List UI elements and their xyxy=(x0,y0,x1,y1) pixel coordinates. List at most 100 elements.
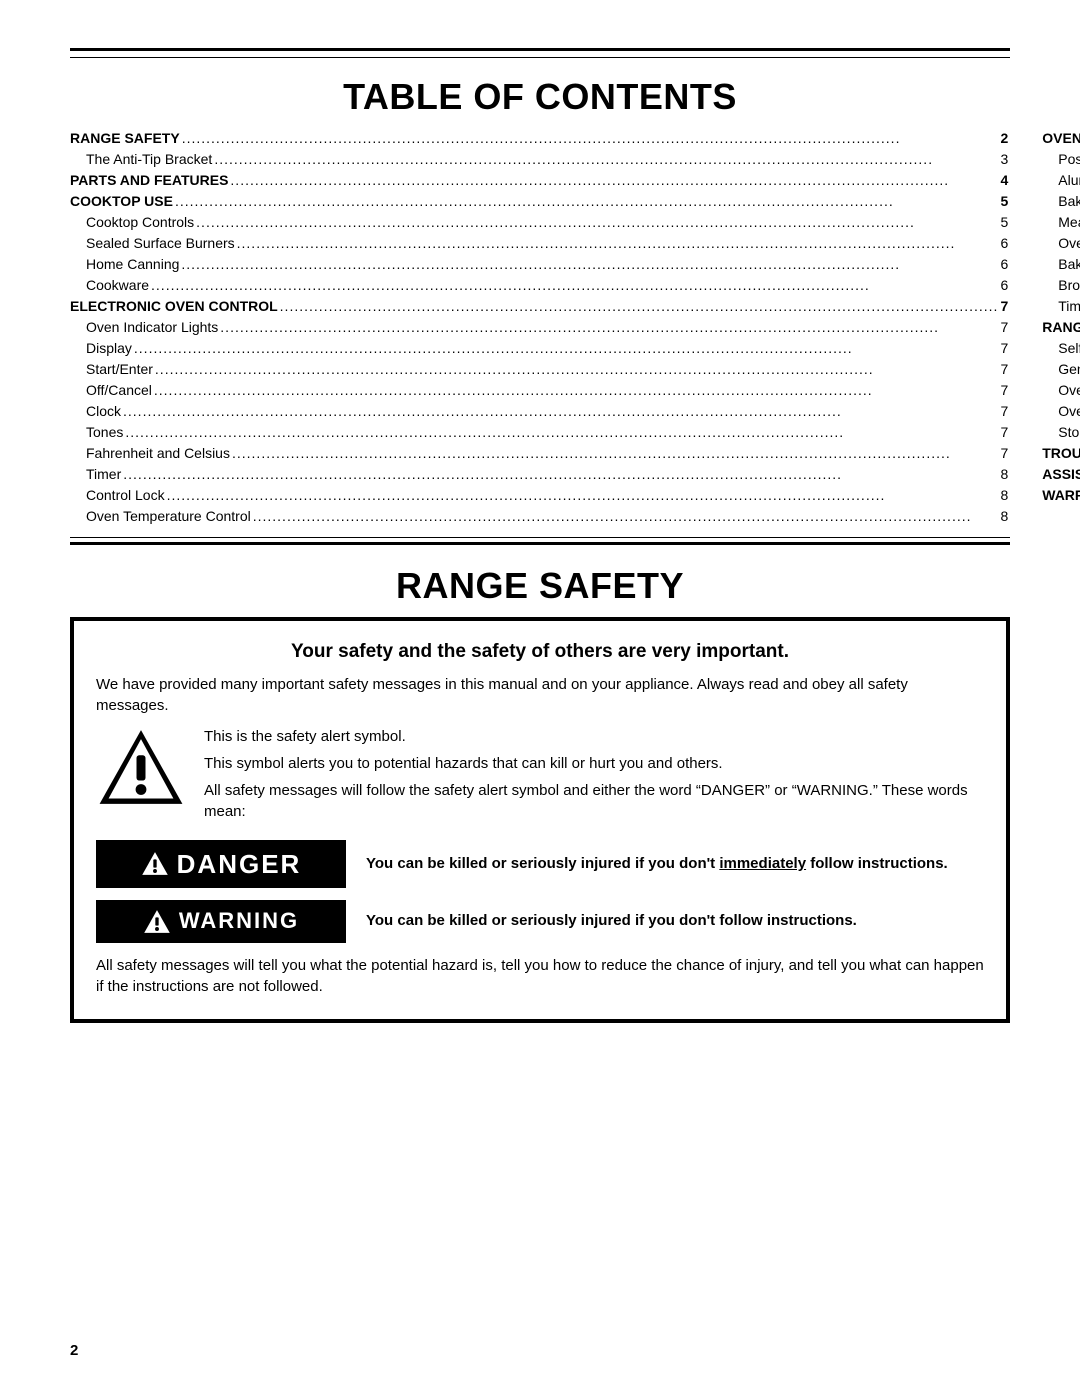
toc-entry: Positioning Racks and Bakeware8 xyxy=(1042,149,1080,170)
toc-page: 6 xyxy=(1000,275,1008,296)
toc-page: 7 xyxy=(1000,422,1008,443)
toc-leader-dots xyxy=(232,443,998,464)
toc-label: RANGE SAFETY xyxy=(70,128,180,149)
toc-label: Start/Enter xyxy=(86,359,153,380)
toc-label: Home Canning xyxy=(86,254,179,275)
alert-line-3: All safety messages will follow the safe… xyxy=(204,780,984,822)
toc-label: Display xyxy=(86,338,132,359)
toc-entry: Cooktop Controls 5 xyxy=(70,212,1008,233)
toc-entry: ELECTRONIC OVEN CONTROL7 xyxy=(70,296,1008,317)
toc-leader-dots xyxy=(167,485,999,506)
top-thick-rule xyxy=(70,48,1010,51)
toc-leader-dots xyxy=(220,317,998,338)
toc-entry: Oven Door13 xyxy=(1042,401,1080,422)
safety-intro: We have provided many important safety m… xyxy=(96,674,984,716)
toc-leader-dots xyxy=(196,212,998,233)
mid-thick-rule xyxy=(70,542,1010,545)
toc-label: Timed Cooking xyxy=(1058,296,1080,317)
danger-description: You can be killed or seriously injured i… xyxy=(366,854,984,874)
toc-label: General Cleaning xyxy=(1058,359,1080,380)
mid-thin-rule xyxy=(70,537,1010,538)
toc-columns: RANGE SAFETY2The Anti-Tip Bracket3PARTS … xyxy=(70,128,1010,527)
toc-label: Baking and Roasting xyxy=(1058,254,1080,275)
toc-label: Fahrenheit and Celsius xyxy=(86,443,230,464)
danger-label: DANGER xyxy=(177,846,302,882)
toc-entry: Timer8 xyxy=(70,464,1008,485)
toc-page: 7 xyxy=(1000,359,1008,380)
toc-page: 5 xyxy=(1000,191,1008,212)
warning-label: WARNING xyxy=(179,906,299,937)
warning-row: WARNING You can be killed or seriously i… xyxy=(96,900,984,943)
toc-entry: Storage Drawer14 xyxy=(1042,422,1080,443)
warning-badge: WARNING xyxy=(96,900,346,943)
toc-leader-dots xyxy=(181,254,998,275)
toc-label: Oven Indicator Lights xyxy=(86,317,218,338)
toc-label: Off/Cancel xyxy=(86,380,152,401)
toc-leader-dots xyxy=(151,275,998,296)
toc-leader-dots xyxy=(214,149,998,170)
toc-entry: Fahrenheit and Celsius7 xyxy=(70,443,1008,464)
toc-label: Storage Drawer xyxy=(1058,422,1080,443)
toc-entry: Oven Light13 xyxy=(1042,380,1080,401)
toc-page: 5 xyxy=(1000,212,1008,233)
toc-leader-dots xyxy=(237,233,999,254)
toc-label: Control Lock xyxy=(86,485,165,506)
toc-page: 7 xyxy=(1000,338,1008,359)
toc-page: 7 xyxy=(1000,296,1008,317)
toc-leader-dots xyxy=(280,296,999,317)
toc-entry: ASSISTANCE OR SERVICE15 xyxy=(1042,464,1080,485)
toc-label: WARRANTY xyxy=(1042,485,1080,506)
toc-page: 2 xyxy=(1000,128,1008,149)
toc-heading: TABLE OF CONTENTS xyxy=(70,76,1010,118)
toc-label: Broiling xyxy=(1058,275,1080,296)
alert-line-2: This symbol alerts you to potential haza… xyxy=(204,753,984,774)
toc-entry: Aluminum Foil9 xyxy=(1042,170,1080,191)
toc-page: 4 xyxy=(1000,170,1008,191)
danger-badge: DANGER xyxy=(96,840,346,888)
toc-label: ASSISTANCE OR SERVICE xyxy=(1042,464,1080,485)
toc-entry: Bakeware9 xyxy=(1042,191,1080,212)
toc-entry: Cookware 6 xyxy=(70,275,1008,296)
toc-label: RANGE CARE xyxy=(1042,317,1080,338)
alert-icon-large xyxy=(96,726,186,808)
toc-label: Clock xyxy=(86,401,121,422)
top-thin-rule xyxy=(70,57,1010,58)
toc-leader-dots xyxy=(123,401,998,422)
toc-entry: RANGE SAFETY 2 xyxy=(70,128,1008,149)
toc-entry: Self-Cleaning Cycle (on some models)11 xyxy=(1042,338,1080,359)
toc-entry: Broiling10 xyxy=(1042,275,1080,296)
toc-label: Meat Thermometer xyxy=(1058,212,1080,233)
toc-leader-dots xyxy=(253,506,999,527)
safety-lead: Your safety and the safety of others are… xyxy=(96,639,984,666)
toc-label: Bakeware xyxy=(1058,191,1080,212)
toc-entry: Meat Thermometer9 xyxy=(1042,212,1080,233)
toc-leader-dots xyxy=(175,191,999,212)
toc-page: 8 xyxy=(1000,485,1008,506)
toc-entry: Timed Cooking10 xyxy=(1042,296,1080,317)
toc-entry: OVEN USE8 xyxy=(1042,128,1080,149)
toc-entry: Tones7 xyxy=(70,422,1008,443)
toc-label: The Anti-Tip Bracket xyxy=(86,149,212,170)
toc-label: Cookware xyxy=(86,275,149,296)
safety-footer: All safety messages will tell you what t… xyxy=(96,955,984,997)
danger-row: DANGER You can be killed or seriously in… xyxy=(96,840,984,888)
toc-page: 3 xyxy=(1000,149,1008,170)
toc-leader-dots xyxy=(123,464,998,485)
toc-label: Cooktop Controls xyxy=(86,212,194,233)
warning-description: You can be killed or seriously injured i… xyxy=(366,911,984,931)
toc-leader-dots xyxy=(154,380,999,401)
toc-entry: RANGE CARE11 xyxy=(1042,317,1080,338)
toc-entry: PARTS AND FEATURES 4 xyxy=(70,170,1008,191)
toc-leader-dots xyxy=(230,170,998,191)
toc-label: Oven Temperature Control xyxy=(86,506,251,527)
toc-page: 8 xyxy=(1000,506,1008,527)
toc-label: Self-Cleaning Cycle (on some models) xyxy=(1058,338,1080,359)
toc-entry: TROUBLESHOOTING14 xyxy=(1042,443,1080,464)
toc-label: PARTS AND FEATURES xyxy=(70,170,228,191)
toc-leader-dots xyxy=(182,128,999,149)
toc-page: 8 xyxy=(1000,464,1008,485)
toc-page: 7 xyxy=(1000,317,1008,338)
toc-leader-dots xyxy=(155,359,999,380)
toc-page: 7 xyxy=(1000,401,1008,422)
toc-entry: Display 7 xyxy=(70,338,1008,359)
